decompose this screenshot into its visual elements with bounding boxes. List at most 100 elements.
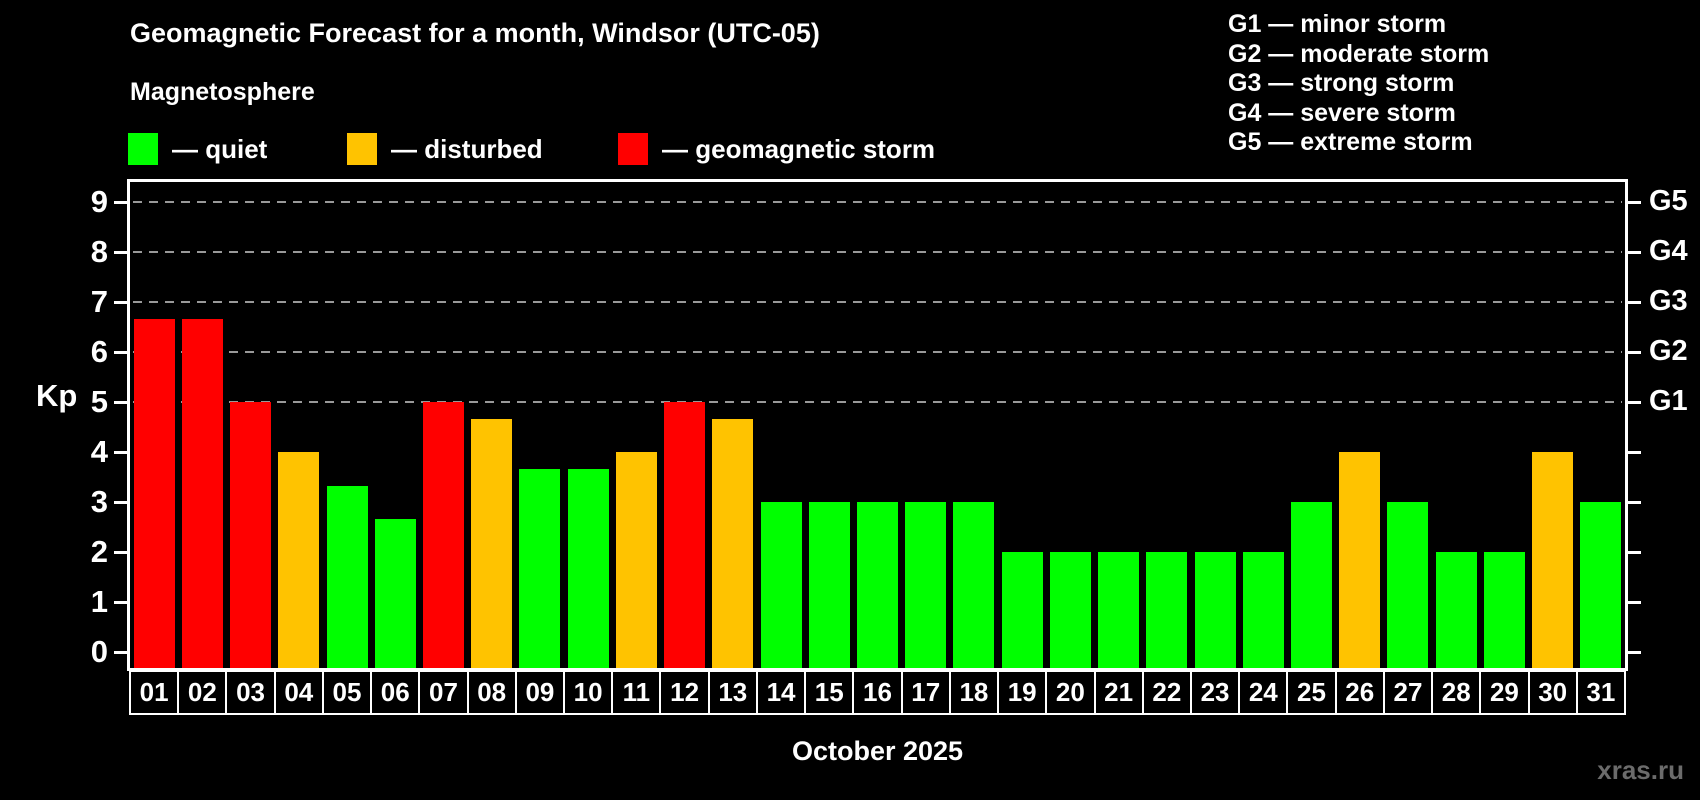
day-label-19: 19 [997, 670, 1048, 715]
tick-right-kp-3 [1625, 500, 1641, 504]
g-legend-line-1: G1 — minor storm [1228, 10, 1447, 38]
day-label-30: 30 [1527, 670, 1578, 715]
day-label-26: 26 [1334, 670, 1385, 715]
quiet-color-swatch [128, 133, 158, 165]
ytick-label-0: 0 [90, 634, 108, 669]
bar-day-06 [374, 518, 416, 668]
tick-left-kp-0 [114, 650, 130, 654]
tick-left-kp-3 [114, 500, 130, 504]
ytick-label-9: 9 [90, 184, 108, 219]
day-label-24: 24 [1238, 670, 1289, 715]
legend-item-quiet: — quiet [128, 132, 267, 166]
day-label-15: 15 [804, 670, 855, 715]
ytick-label-2: 2 [90, 534, 108, 569]
gridline-kp-7 [133, 301, 1622, 303]
tick-right-kp-2 [1625, 550, 1641, 554]
bar-day-05 [326, 485, 368, 668]
legend-item-storm: — geomagnetic storm [618, 132, 935, 166]
g-axis-label-g4: G4 [1649, 235, 1688, 267]
tick-left-kp-7 [114, 300, 130, 304]
bar-day-31 [1580, 502, 1622, 668]
legend-label: — geomagnetic storm [662, 133, 936, 164]
day-label-29: 29 [1479, 670, 1530, 715]
tick-left-kp-5 [114, 400, 130, 404]
day-label-07: 07 [418, 670, 469, 715]
g-scale-legend: G1 — minor storm G2 — moderate storm G3 — … [1228, 10, 1489, 158]
ytick-label-3: 3 [90, 484, 108, 519]
g-legend-line-2: G2 — moderate storm [1228, 39, 1490, 68]
bar-day-09 [519, 468, 561, 668]
day-label-17: 17 [900, 670, 951, 715]
day-label-02: 02 [177, 670, 228, 715]
tick-right-kp-0 [1625, 650, 1641, 654]
g-legend-line-5: G5 — extreme storm [1228, 128, 1473, 156]
day-label-01: 01 [129, 670, 180, 715]
legend-item-disturbed: — disturbed [347, 132, 543, 166]
ytick-label-7: 7 [90, 284, 108, 319]
tick-right-kp-9 [1625, 200, 1641, 204]
tick-left-kp-4 [114, 450, 130, 454]
day-label-06: 06 [370, 670, 421, 715]
ytick-label-5: 5 [90, 384, 108, 419]
gridline-kp-9 [133, 201, 1622, 203]
tick-left-kp-9 [114, 200, 130, 204]
g-legend-line-3: G3 — strong storm [1228, 69, 1455, 97]
g-axis-label-g5: G5 [1649, 185, 1688, 217]
day-label-09: 09 [514, 670, 566, 715]
tick-right-kp-6 [1625, 350, 1641, 354]
tick-left-kp-6 [114, 350, 130, 354]
bar-day-04 [278, 452, 320, 668]
g-axis-label-g1: G1 [1649, 385, 1688, 417]
tick-right-kp-4 [1625, 450, 1641, 454]
gridline-kp-6 [133, 351, 1622, 353]
bar-day-23 [1194, 552, 1236, 668]
day-label-08: 08 [466, 670, 517, 715]
day-label-16: 16 [852, 670, 903, 715]
day-label-03: 03 [225, 670, 276, 715]
bar-day-07 [422, 402, 464, 668]
day-label-18: 18 [948, 670, 1000, 715]
day-label-27: 27 [1382, 670, 1434, 715]
bar-day-15 [808, 502, 850, 668]
day-label-23: 23 [1189, 670, 1241, 715]
tick-right-kp-5 [1625, 400, 1641, 404]
watermark: xras.ru [1597, 755, 1684, 785]
gridline-kp-5 [133, 401, 1622, 403]
legend-label: — disturbed [391, 133, 543, 164]
day-label-14: 14 [755, 670, 807, 715]
bar-day-19 [1001, 552, 1043, 668]
day-label-11: 11 [611, 670, 662, 715]
bar-day-12 [664, 402, 706, 668]
tick-left-kp-2 [114, 550, 130, 554]
ytick-label-8: 8 [90, 234, 108, 269]
day-label-21: 21 [1093, 670, 1144, 715]
bar-day-21 [1098, 552, 1140, 668]
day-label-25: 25 [1286, 670, 1337, 715]
bar-day-26 [1339, 452, 1381, 668]
bar-day-16 [857, 502, 898, 668]
tick-right-kp-7 [1625, 300, 1641, 304]
bar-day-08 [471, 418, 513, 668]
g-axis-label-g2: G2 [1649, 335, 1688, 367]
tick-left-kp-1 [114, 600, 130, 604]
day-label-31: 31 [1575, 670, 1626, 715]
disturbed-color-swatch [347, 133, 377, 165]
bar-day-27 [1387, 502, 1429, 668]
day-label-13: 13 [707, 670, 758, 715]
bar-day-25 [1291, 502, 1333, 668]
g-axis-label-g3: G3 [1649, 285, 1688, 317]
bar-day-10 [567, 468, 609, 668]
page-title: Geomagnetic Forecast for a month, Windso… [130, 18, 820, 48]
bar-day-17 [905, 502, 947, 668]
tick-left-kp-8 [114, 250, 130, 254]
bar-day-28 [1435, 552, 1477, 668]
day-label-12: 12 [659, 670, 710, 715]
legend-label: — quiet [172, 133, 268, 164]
storm-color-swatch [618, 133, 648, 165]
bar-day-22 [1146, 552, 1188, 668]
day-label-10: 10 [563, 670, 614, 715]
day-label-20: 20 [1045, 670, 1096, 715]
day-label-05: 05 [321, 670, 373, 715]
day-label-28: 28 [1431, 670, 1482, 715]
